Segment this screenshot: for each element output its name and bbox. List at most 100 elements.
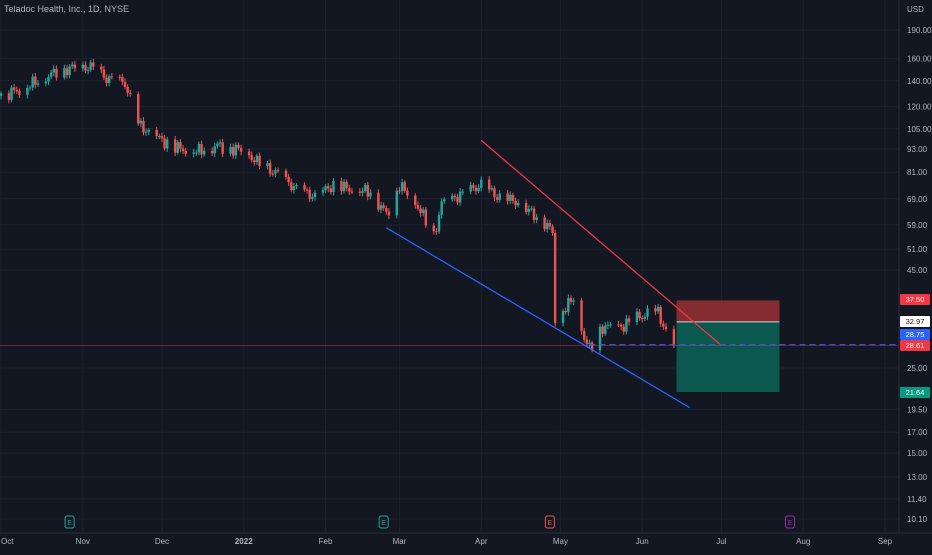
- earnings-event-marker: [785, 515, 796, 529]
- candle-body: [89, 62, 92, 70]
- candle-body: [28, 87, 32, 89]
- candle-body: [588, 342, 591, 344]
- candle-body: [229, 147, 232, 154]
- time-tick-label: Sep: [878, 537, 893, 546]
- candle-body: [100, 66, 103, 70]
- price-tick-label: 190.00: [907, 26, 932, 35]
- candle-body: [453, 195, 457, 198]
- candle-body: [358, 191, 362, 193]
- candle-body: [451, 195, 454, 200]
- candle-body: [324, 186, 327, 191]
- candle-body: [582, 330, 586, 340]
- candle-body: [290, 182, 293, 191]
- price-axis-tag: [900, 294, 930, 305]
- candle-body: [601, 326, 604, 334]
- candle-body: [443, 199, 446, 202]
- candle-body: [406, 190, 409, 196]
- candle-body: [107, 76, 111, 84]
- symbol-title[interactable]: Teladoc Health, Inc., 1D, NYSE: [4, 4, 129, 14]
- candle-body: [622, 326, 625, 332]
- candle-body: [461, 191, 464, 193]
- candle-body: [437, 215, 441, 232]
- candles: [0, 58, 676, 354]
- candle-body: [308, 190, 311, 199]
- candle-body: [604, 325, 607, 334]
- candle-body: [84, 64, 87, 71]
- candle-body: [340, 181, 343, 192]
- earnings-event-label: E: [67, 520, 72, 527]
- candle-body: [253, 160, 256, 163]
- candle-body: [514, 200, 517, 206]
- candle-body: [10, 87, 13, 101]
- candle-body: [672, 329, 676, 345]
- price-tick-label: 11.40: [907, 495, 927, 504]
- candle-body: [63, 68, 66, 78]
- candle-body: [313, 192, 317, 197]
- candle-body: [598, 326, 602, 351]
- candle-body: [0, 93, 3, 96]
- price-tick-label: 17.00: [907, 428, 928, 437]
- price-tick-label: 140.00: [907, 77, 932, 86]
- price-tick-label: 25.00: [907, 364, 928, 373]
- candle-body: [524, 202, 528, 212]
- price-axis-tag: [900, 329, 930, 340]
- price-tick-label: 10.10: [907, 515, 928, 524]
- candle-body: [129, 92, 132, 94]
- candle-body: [268, 163, 272, 174]
- candle-body: [36, 83, 40, 85]
- candle-body: [403, 182, 406, 191]
- candle-body: [47, 77, 50, 82]
- price-tick-label: 81.00: [907, 168, 928, 177]
- price-tick-label: 105.00: [907, 125, 932, 134]
- candle-body: [366, 185, 369, 197]
- candle-body: [530, 208, 533, 210]
- price-tick-label: 13.00: [907, 473, 928, 482]
- time-tick-label: 2022: [235, 537, 253, 546]
- candle-body: [348, 188, 351, 192]
- candle-body: [638, 311, 641, 319]
- candle-body: [121, 77, 124, 82]
- time-tick-label: Jun: [636, 537, 649, 546]
- candle-body: [200, 143, 203, 155]
- candle-body: [176, 142, 179, 153]
- candle-body: [561, 310, 565, 324]
- candle-body: [627, 318, 631, 322]
- earnings-event-marker: [378, 515, 389, 529]
- candle-body: [303, 185, 306, 190]
- candle-body: [435, 231, 438, 233]
- candle-body: [255, 155, 259, 163]
- candle-body: [173, 139, 177, 153]
- candle-body: [419, 208, 422, 214]
- candle-body: [73, 64, 77, 69]
- candle-body: [345, 181, 348, 189]
- candle-body: [490, 188, 494, 190]
- candle-body: [184, 150, 187, 154]
- candle-body: [197, 143, 201, 153]
- candle-body: [511, 194, 515, 201]
- price-axis-tag: [900, 316, 930, 327]
- candle-body: [234, 144, 238, 156]
- candle-body: [192, 152, 195, 154]
- candle-body: [664, 326, 668, 330]
- price-axis-tag-label: 28.61: [906, 341, 925, 350]
- candle-body: [102, 69, 106, 78]
- candle-body: [123, 81, 127, 87]
- candle-body: [105, 77, 108, 84]
- price-tick-label: 19.50: [907, 405, 928, 414]
- candle-body: [546, 222, 549, 230]
- candle-body: [532, 208, 536, 220]
- candle-body: [179, 142, 182, 149]
- candle-body: [34, 76, 37, 85]
- candle-body: [137, 93, 140, 124]
- price-tick-label: 51.00: [907, 245, 928, 254]
- candle-body: [432, 225, 435, 232]
- candle-body: [395, 190, 399, 216]
- candle-body: [424, 209, 428, 226]
- candle-body: [377, 192, 380, 210]
- earnings-event-marker: [64, 515, 75, 529]
- earnings-event-marker: [544, 515, 555, 529]
- currency-label: USD: [907, 5, 924, 14]
- candle-body: [218, 142, 222, 144]
- price-axis-tag-label: 37.50: [906, 295, 925, 304]
